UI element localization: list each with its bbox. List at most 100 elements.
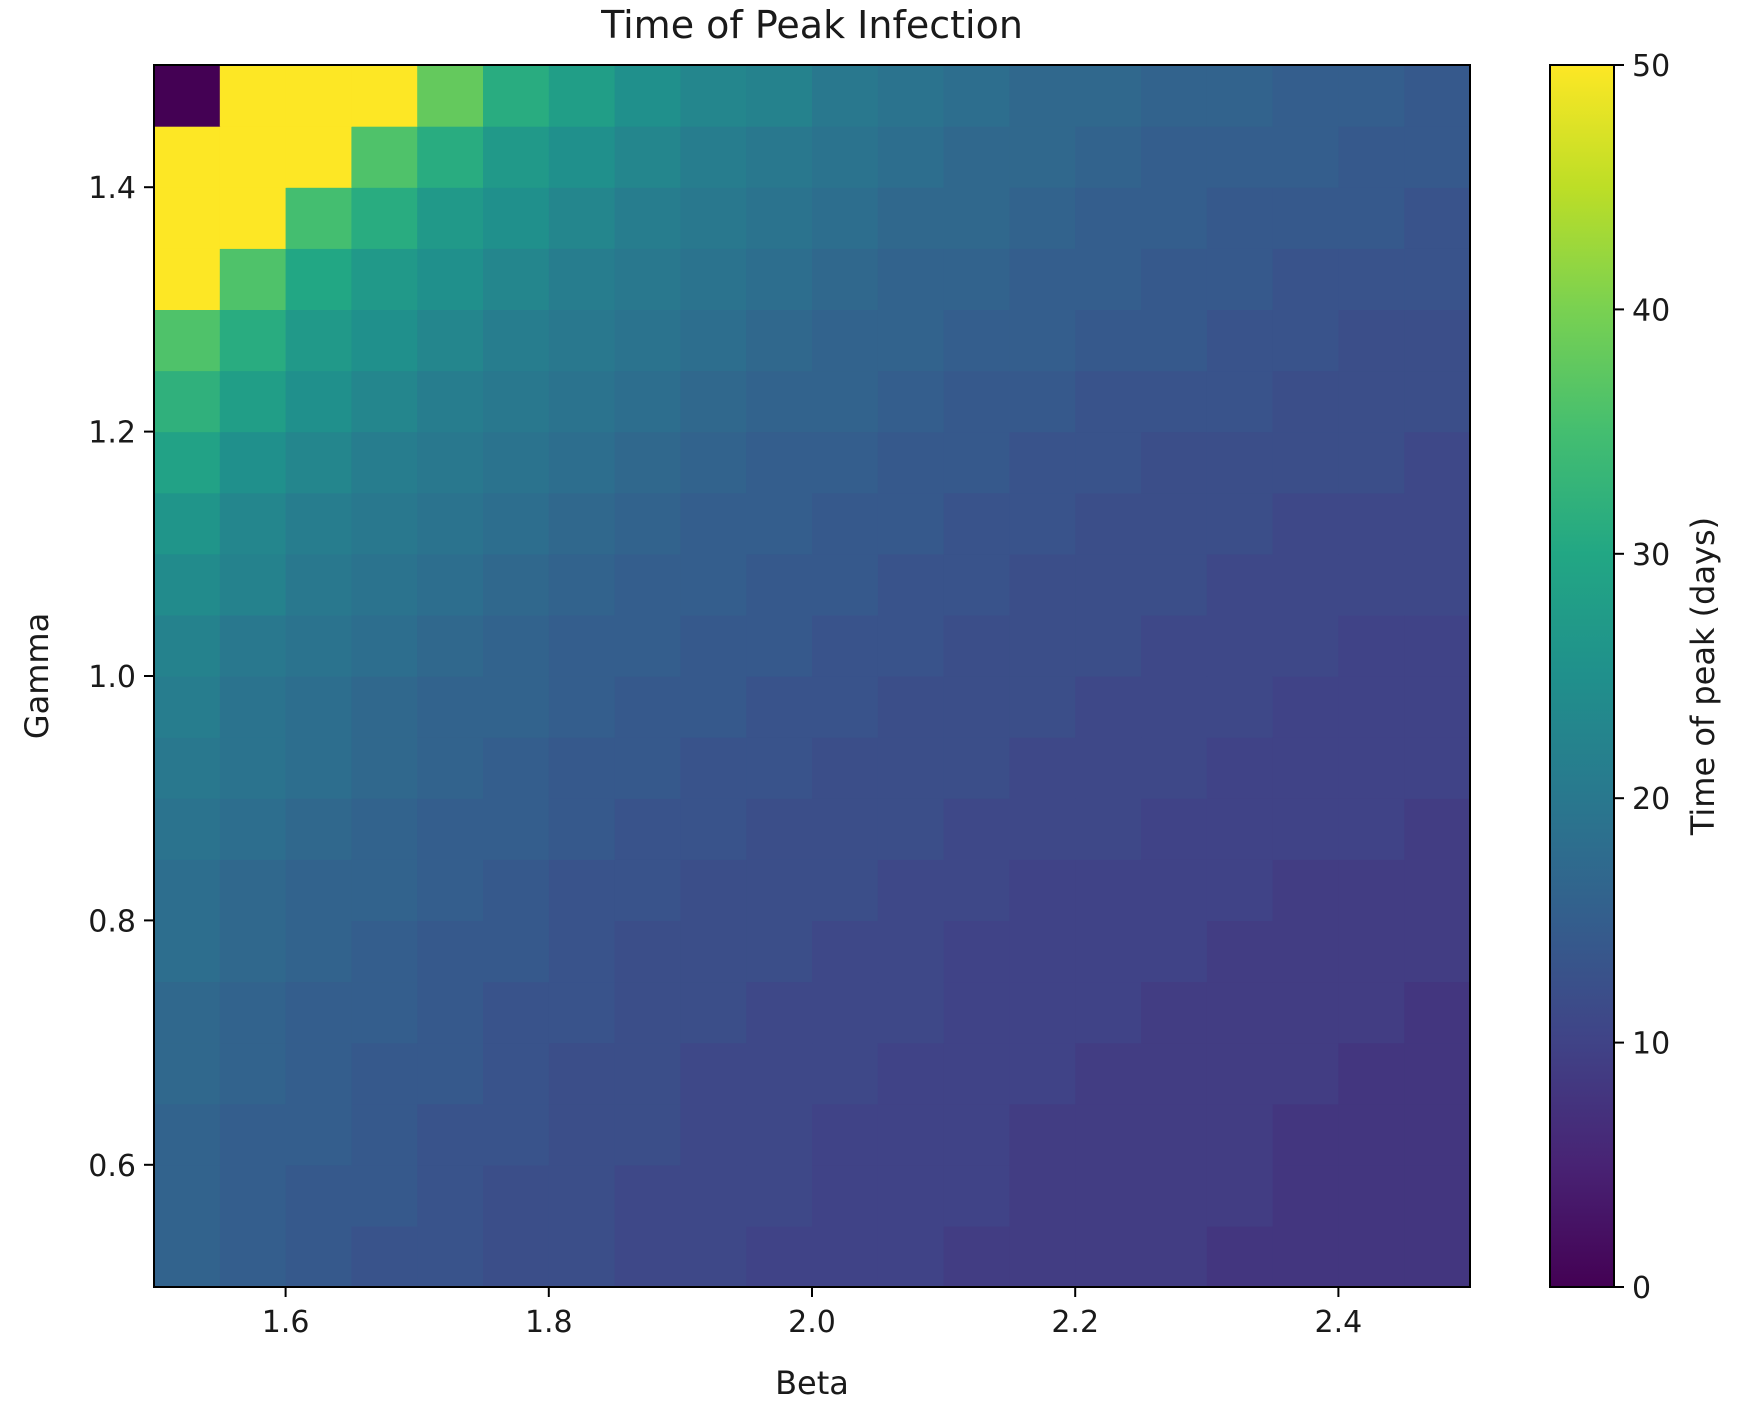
heatmap-cell <box>943 798 1010 860</box>
heatmap-cell <box>812 676 879 738</box>
heatmap-cell <box>614 65 681 127</box>
heatmap-cell <box>483 187 550 249</box>
heatmap-cell <box>746 859 813 921</box>
heatmap-cell <box>614 1225 681 1288</box>
heatmap-cell <box>943 187 1010 249</box>
heatmap-cell <box>1141 309 1208 372</box>
heatmap-cell <box>154 1042 221 1105</box>
heatmap-cell <box>285 676 352 738</box>
heatmap-cell <box>548 920 616 983</box>
heatmap-cell <box>1272 553 1339 616</box>
heatmap-cell <box>285 126 352 188</box>
heatmap-cell <box>943 859 1010 921</box>
heatmap-cell <box>1404 859 1471 921</box>
heatmap-cell <box>351 676 418 738</box>
heatmap-cell <box>1075 187 1142 249</box>
colorbar <box>1549 64 1615 1288</box>
heatmap-cell <box>483 676 550 738</box>
heatmap-cell <box>1338 920 1405 983</box>
heatmap-cell <box>1404 370 1471 433</box>
heatmap-cell <box>219 248 287 310</box>
heatmap-cell <box>1338 859 1405 921</box>
heatmap-cell <box>746 370 813 433</box>
heatmap-cell <box>614 187 681 249</box>
heatmap-cell <box>877 614 945 677</box>
heatmap-cell <box>483 859 550 921</box>
heatmap-cell <box>614 1103 681 1166</box>
heatmap-cell <box>1075 798 1142 860</box>
heatmap-cell <box>1272 1225 1339 1288</box>
heatmap-cell <box>1404 1103 1471 1166</box>
heatmap-cell <box>1075 859 1142 921</box>
heatmap-cell <box>1404 981 1471 1044</box>
heatmap-cell <box>219 1225 287 1288</box>
heatmap-cell <box>285 1042 352 1105</box>
heatmap-cell <box>746 676 813 738</box>
heatmap-cell <box>1009 1042 1076 1105</box>
heatmap-cell <box>1272 614 1339 677</box>
heatmap-cell <box>1009 492 1076 555</box>
heatmap-cell <box>746 614 813 677</box>
heatmap-cell <box>614 1164 681 1227</box>
heatmap-cell <box>1404 798 1471 860</box>
heatmap-cell <box>1338 553 1405 616</box>
heatmap-cell <box>483 1103 550 1166</box>
heatmap-cell <box>943 431 1010 494</box>
heatmap-cell <box>154 798 221 860</box>
heatmap-cell <box>417 798 484 860</box>
heatmap-cell <box>877 492 945 555</box>
heatmap-cell <box>154 737 221 799</box>
heatmap-cell <box>877 981 945 1044</box>
heatmap-cell <box>1009 859 1076 921</box>
heatmap-cell <box>483 492 550 555</box>
heatmap-cell <box>1272 370 1339 433</box>
heatmap-cell <box>483 126 550 188</box>
heatmap-cell <box>1272 798 1339 860</box>
heatmap-cell <box>1075 1164 1142 1227</box>
heatmap-cell <box>943 737 1010 799</box>
heatmap-cell <box>812 187 879 249</box>
heatmap-cell <box>351 798 418 860</box>
heatmap-cell <box>877 553 945 616</box>
heatmap-cell <box>1075 126 1142 188</box>
heatmap-cell <box>548 737 616 799</box>
heatmap-cell <box>1338 370 1405 433</box>
heatmap-cell <box>1141 614 1208 677</box>
heatmap-cell <box>1404 553 1471 616</box>
heatmap-cell <box>680 859 747 921</box>
heatmap-cell <box>1141 981 1208 1044</box>
heatmap-cell <box>1075 248 1142 310</box>
heatmap-cell <box>1009 309 1076 372</box>
heatmap-cell <box>351 309 418 372</box>
heatmap-cell <box>219 1103 287 1166</box>
heatmap-cell <box>943 1042 1010 1105</box>
heatmap-cell <box>1206 309 1274 372</box>
heatmap-cell <box>614 981 681 1044</box>
heatmap-cell <box>1009 370 1076 433</box>
heatmap-cell <box>812 65 879 127</box>
heatmap-cell <box>1075 553 1142 616</box>
heatmap-cell <box>351 1103 418 1166</box>
colorbar-label: Time of peak (days) <box>1684 517 1722 836</box>
heatmap-cell <box>1009 65 1076 127</box>
heatmap-cell <box>1272 1164 1339 1227</box>
heatmap-cell <box>154 126 221 188</box>
heatmap-cell <box>483 614 550 677</box>
heatmap-cell <box>1009 1225 1076 1288</box>
heatmap-cell <box>1338 187 1405 249</box>
heatmap-cell <box>1075 614 1142 677</box>
heatmap-cell <box>1075 981 1142 1044</box>
heatmap-cell <box>680 1103 747 1166</box>
heatmap-cell <box>943 553 1010 616</box>
heatmap-cell <box>1338 1225 1405 1288</box>
x-tick-label: 1.8 <box>525 1305 573 1340</box>
heatmap-cell <box>1404 431 1471 494</box>
heatmap-cell <box>483 309 550 372</box>
heatmap-cell <box>943 1103 1010 1166</box>
heatmap-cell <box>1206 492 1274 555</box>
heatmap-cell <box>219 920 287 983</box>
heatmap-cell <box>219 126 287 188</box>
heatmap-cell <box>680 126 747 188</box>
heatmap-cell <box>285 1103 352 1166</box>
